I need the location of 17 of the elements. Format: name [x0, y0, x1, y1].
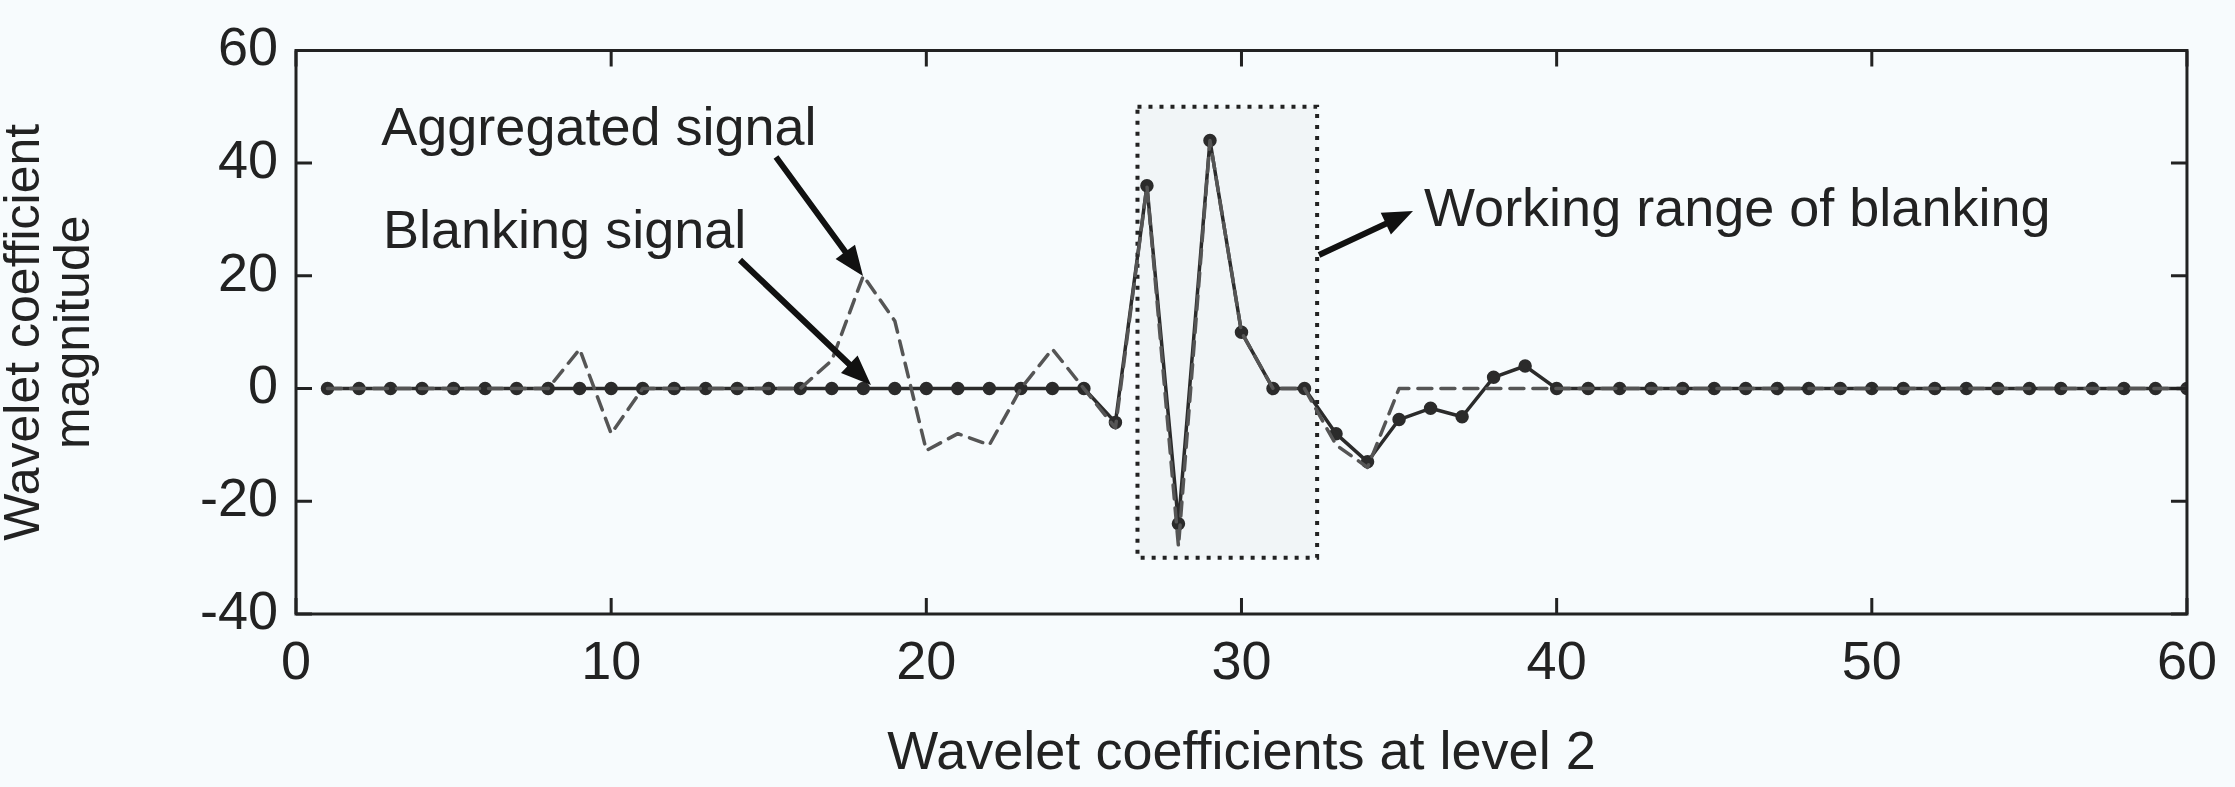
annotation: Aggregated signal: [381, 95, 817, 156]
y-axis-title: Wavelet coefficient magnitude: [0, 123, 100, 541]
y-tick-label: -20: [199, 467, 278, 528]
y-tick-label: -40: [199, 579, 278, 640]
band-label: Working range of blanking: [1424, 176, 2051, 237]
x-tick-label: 60: [2156, 630, 2218, 691]
annotation: Blanking signal: [383, 199, 747, 260]
x-tick-label: 30: [1211, 630, 1272, 691]
y-tick-label: 40: [217, 129, 278, 190]
y-tick-label: 20: [217, 241, 278, 302]
x-tick-label: 10: [581, 630, 642, 691]
y-tick-label: 60: [217, 16, 278, 77]
x-tick-label: 40: [1526, 630, 1587, 691]
x-tick-label: 20: [896, 630, 957, 691]
x-axis-title: Wavelet coefficients at level 2: [887, 720, 1596, 781]
x-tick-label: 50: [1841, 630, 1902, 691]
y-tick-label: 0: [247, 354, 278, 415]
